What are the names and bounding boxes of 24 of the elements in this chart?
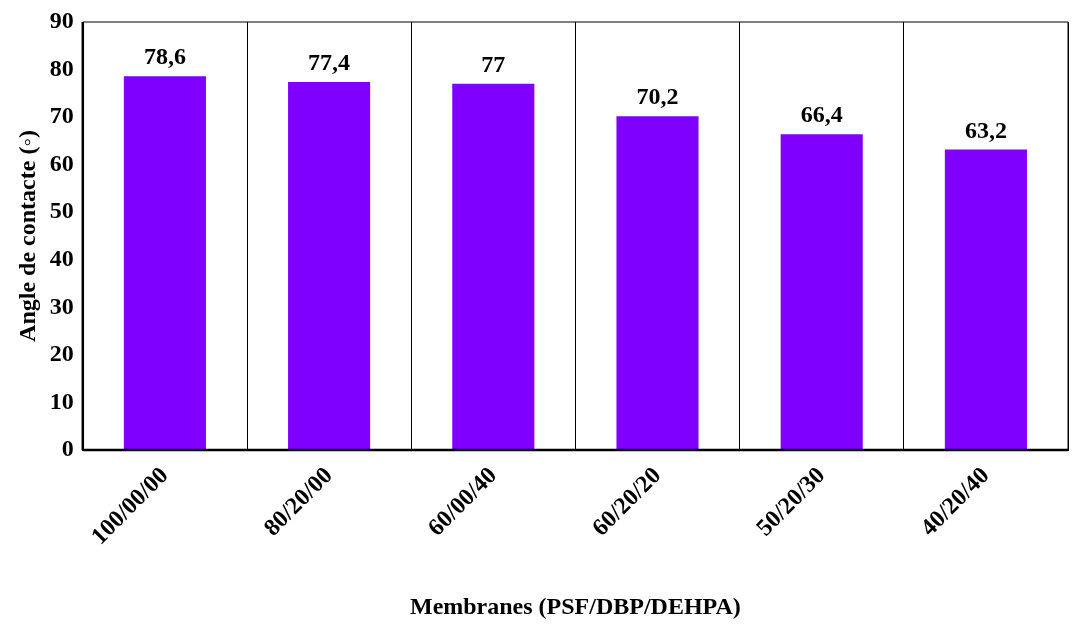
bar (944, 149, 1027, 451)
bar (616, 116, 699, 451)
y-tick-label: 0 (61, 435, 74, 462)
y-tick-label: 50 (49, 197, 74, 224)
data-label: 77 (481, 51, 506, 78)
y-tick-label: 60 (49, 149, 74, 176)
data-label: 77,4 (308, 49, 351, 76)
bar (452, 83, 535, 451)
data-label: 66,4 (800, 101, 843, 128)
y-tick-label: 70 (49, 102, 74, 129)
bar (288, 81, 371, 451)
y-tick-label: 30 (49, 292, 74, 319)
y-axis-title: Angle de contacte (◦) (13, 130, 40, 342)
data-label: 78,6 (143, 43, 186, 70)
data-label: 70,2 (636, 83, 679, 110)
bar (123, 76, 206, 451)
y-tick-label: 20 (49, 340, 74, 367)
y-tick-label: 10 (49, 387, 74, 414)
y-tick-label: 90 (49, 7, 74, 34)
y-tick-label: 40 (49, 244, 74, 271)
data-label: 63,2 (964, 116, 1007, 143)
y-tick-label: 80 (49, 54, 74, 81)
bar (780, 134, 863, 451)
x-axis-title: Membranes (PSF/DBP/DEHPA) (409, 592, 741, 619)
